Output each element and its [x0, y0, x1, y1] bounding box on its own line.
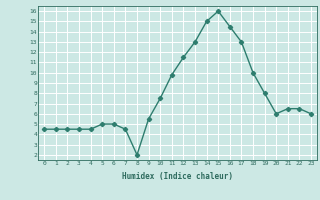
X-axis label: Humidex (Indice chaleur): Humidex (Indice chaleur)	[122, 172, 233, 181]
